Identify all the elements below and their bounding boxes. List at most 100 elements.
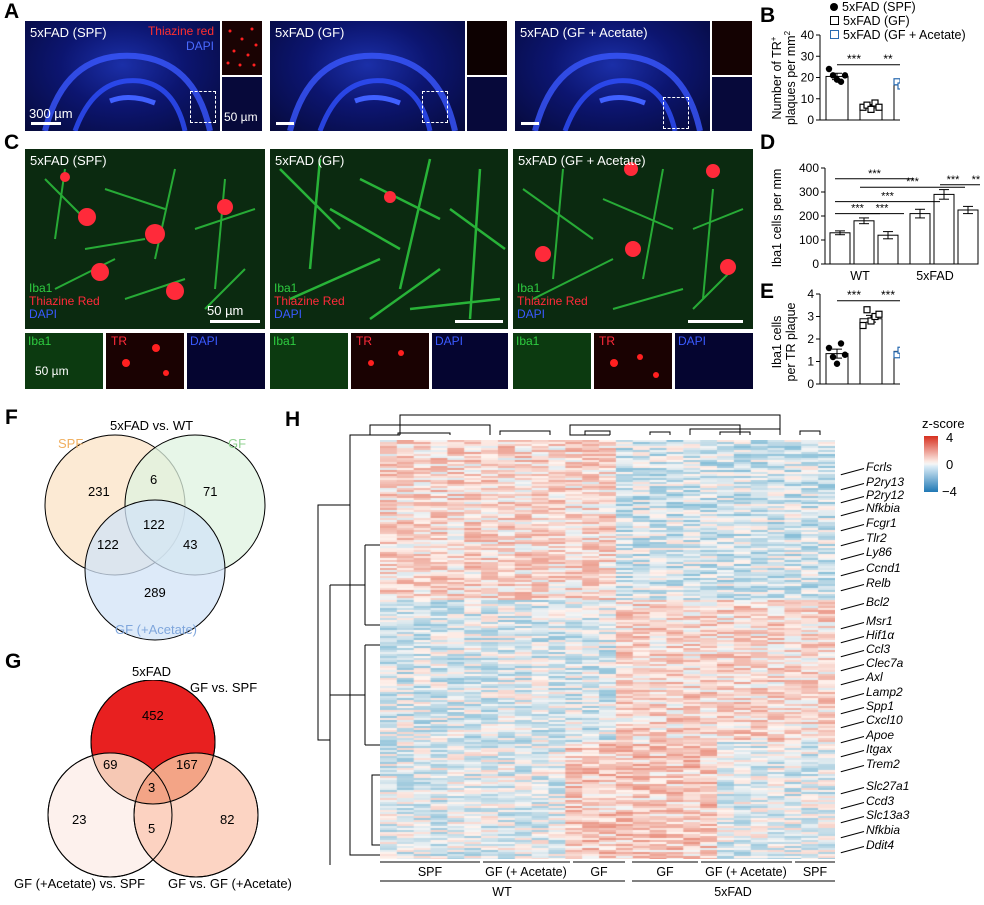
inset-iba1-label: Iba1 <box>273 334 297 348</box>
inset-tr-label: TR <box>599 334 615 348</box>
bar <box>825 75 849 121</box>
thiazine-red-label: Thiazine red <box>147 24 214 38</box>
venn-g-count-ac: 167 <box>176 757 198 772</box>
group-5xfad: 5xFAD <box>714 885 752 899</box>
sig-label: *** <box>972 174 980 186</box>
data-point <box>863 101 871 109</box>
venn-f-count-ab: 6 <box>150 472 158 487</box>
panel-a-inset-blue-gf-acetate <box>712 77 752 131</box>
hippocampus-shape <box>287 52 458 131</box>
legend-item-gf: 5xFAD (GF) <box>830 14 966 28</box>
gene-label: Spp1 <box>866 699 895 713</box>
iba1-label: Iba1 <box>517 281 541 295</box>
zscore-colorbar <box>924 436 938 492</box>
group-gfac-wt: GF (+ Acetate) <box>485 865 567 879</box>
gene-leader-line <box>840 539 865 547</box>
y-tick-label: 4 <box>807 287 814 301</box>
panel-d-label: D <box>760 131 776 154</box>
gene-leader-line <box>840 693 865 701</box>
y-tick-label: 40 <box>801 28 815 42</box>
data-point <box>841 72 849 79</box>
gene-leader-line <box>840 569 865 577</box>
gene-leader-line <box>840 664 865 672</box>
inset-dapi-label: DAPI <box>435 334 464 348</box>
gene-label: Relb <box>866 576 891 590</box>
venn-f-count-b: 71 <box>203 484 218 499</box>
thiazine-red-label: Thiazine Red <box>29 294 100 308</box>
panel-c-image-gf-acetate: 5xFAD (GF + Acetate) Iba1 Thiazine Red D… <box>513 149 753 329</box>
y-tick-label: 0 <box>807 113 814 127</box>
data-point <box>893 351 900 359</box>
group-wt: WT <box>492 885 512 899</box>
hippocampus-shape <box>42 52 213 131</box>
panel-a-inset-red-gf <box>467 21 507 75</box>
image-title: 5xFAD (GF + Acetate) <box>518 153 646 168</box>
zscore-tick-max: 4 <box>946 430 954 445</box>
venn-f <box>44 434 266 641</box>
venn-f-label-gf-acetate: GF (+Acetate) <box>115 622 197 637</box>
gene-leader-line <box>840 553 865 561</box>
y-tick-label: 0 <box>807 377 814 391</box>
gene-leader-line <box>840 831 865 839</box>
image-title: 5xFAD (GF) <box>275 153 345 168</box>
gene-label: Cxcl10 <box>866 713 903 727</box>
dapi-label: DAPI <box>185 39 214 53</box>
venn-g-label-gf-vs-gfac: GF vs. GF (+Acetate) <box>168 876 292 891</box>
gene-leader-line <box>840 622 865 630</box>
data-point <box>829 72 837 79</box>
gene-leader-line <box>840 483 865 491</box>
roi-box <box>663 97 689 129</box>
panel-e-label: E <box>760 280 775 303</box>
bar <box>893 84 900 121</box>
y-tick-label: 10 <box>801 92 815 106</box>
panel-f-label: F <box>5 406 18 429</box>
panel-b-legend: 5xFAD (SPF) 5xFAD (GF) 5xFAD (GF + Aceta… <box>830 0 966 42</box>
gene-leader-line <box>840 650 865 658</box>
dapi-label: DAPI <box>517 307 546 321</box>
red-plaques <box>610 354 659 378</box>
inset-dapi-label: DAPI <box>678 334 707 348</box>
sig-label: *** <box>947 174 961 186</box>
sig-label: *** <box>881 191 895 203</box>
scale-bar <box>688 320 743 323</box>
venn-f-count-abc: 122 <box>143 517 165 532</box>
roi-box <box>422 91 448 123</box>
red-plaques <box>226 27 258 67</box>
gene-leader-line <box>840 524 865 532</box>
gene-label: Ly86 <box>866 545 892 559</box>
panel-h-label: H <box>285 408 301 431</box>
thiazine-red-label: Thiazine Red <box>517 294 588 308</box>
gene-leader-line <box>840 736 865 744</box>
y-tick-label: 1 <box>807 355 814 369</box>
inset-dapi-gf-acetate: DAPI <box>675 333 753 389</box>
gene-label: Trem2 <box>866 757 900 771</box>
gene-label: Nfkbia <box>866 823 901 837</box>
roi-box <box>190 91 216 123</box>
red-plaques <box>368 350 404 366</box>
bar <box>877 234 899 265</box>
y-tick-label: 200 <box>799 209 819 223</box>
microglia-cells <box>279 158 506 321</box>
gene-leader-line <box>840 678 865 686</box>
zscore-tick-min: −4 <box>942 484 957 499</box>
y-tick-label: 20 <box>801 71 815 85</box>
panel-a-image-gf: 5xFAD (GF) <box>270 21 465 131</box>
gene-leader-line <box>840 787 865 795</box>
heatmap-cells <box>380 440 835 859</box>
gene-leader-line <box>840 584 865 592</box>
gene-leader-line <box>840 750 865 758</box>
ylabel-2: plaques per mm2 <box>783 30 798 125</box>
sig-label: *** <box>906 176 920 188</box>
venn-g-count-c: 82 <box>220 812 235 827</box>
venn-f-title: 5xFAD vs. WT <box>110 418 194 433</box>
venn-g-count-bc: 5 <box>148 821 156 836</box>
y-tick-label: 400 <box>799 161 819 175</box>
zscore-tick-zero: 0 <box>946 457 954 472</box>
iba1-label: Iba1 <box>29 281 53 295</box>
panel-g-label: G <box>5 650 22 673</box>
venn-f-label-gf: GF <box>228 436 247 451</box>
scale-bar <box>521 122 539 125</box>
panel-a-label: A <box>4 0 20 23</box>
microglia-cells <box>44 168 256 310</box>
group-spf-5xfad: SPF <box>803 865 828 879</box>
